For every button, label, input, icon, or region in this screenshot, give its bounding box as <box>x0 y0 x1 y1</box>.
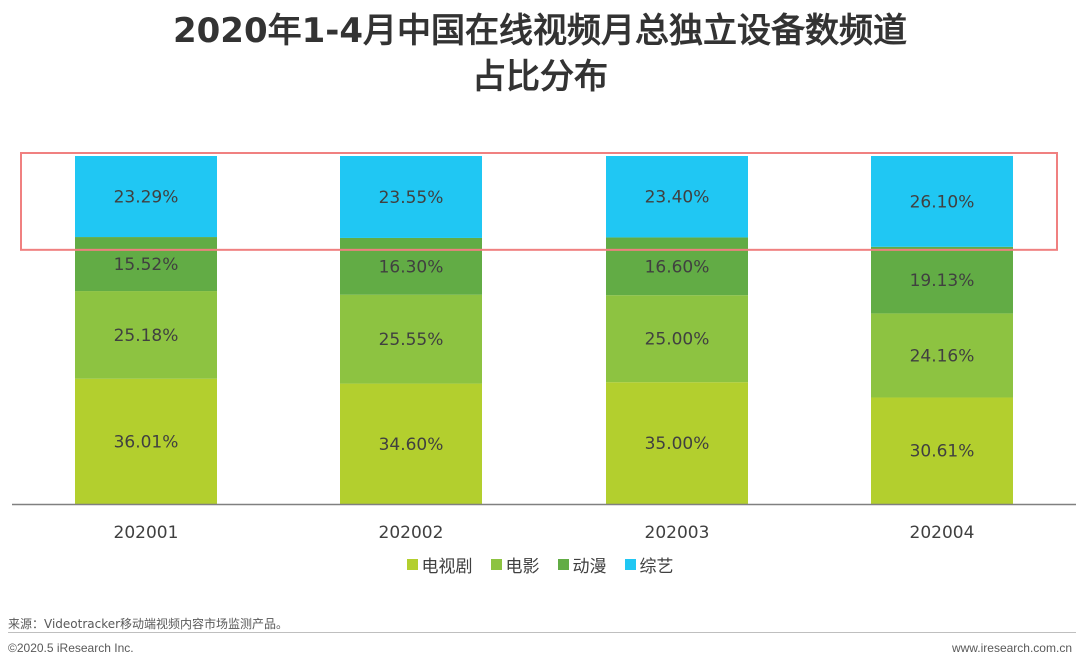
legend-swatch <box>406 559 418 570</box>
bar-segment <box>871 246 1013 314</box>
bar-segment <box>606 382 748 504</box>
legend-label: 电影 <box>505 557 540 577</box>
legend-swatch <box>624 559 636 570</box>
data-label: 23.55% <box>379 188 444 208</box>
bar-segment <box>75 156 217 238</box>
chart-title: 2020年1-4月中国在线视频月总独立设备数频道 占比分布 <box>0 8 1080 100</box>
source-note: 来源：Videotracker移动端视频内容市场监测产品。 <box>8 617 289 631</box>
legend-swatch <box>490 559 502 570</box>
bar-segment <box>340 294 482 384</box>
x-tick-label: 202004 <box>910 523 975 543</box>
data-label: 23.29% <box>114 188 179 208</box>
data-label: 34.60% <box>379 435 444 455</box>
footer-divider <box>8 632 1076 633</box>
bar-segment <box>340 237 482 295</box>
data-label: 15.52% <box>114 255 179 275</box>
bar-segment <box>871 156 1013 247</box>
bar-segment <box>606 237 748 296</box>
chart-title-line-1: 2020年1-4月中国在线视频月总独立设备数频道 <box>172 11 908 51</box>
legend-label: 综艺 <box>639 557 674 577</box>
legend-item-tv-series: 电视剧 <box>406 552 473 577</box>
website-link[interactable]: www.iresearch.com.cn <box>951 641 1072 655</box>
bar-segment <box>606 295 748 383</box>
bar-segment <box>871 313 1013 398</box>
legend-item-anime: 动漫 <box>557 552 607 577</box>
bar-segment <box>606 156 748 238</box>
legend-item-variety: 综艺 <box>624 552 674 577</box>
legend-label: 电视剧 <box>421 557 473 577</box>
bar-segment <box>75 237 217 292</box>
bar-segment <box>75 378 217 504</box>
copyright-text: ©2020.5 iResearch Inc. <box>8 641 134 655</box>
x-tick-label: 202002 <box>379 523 444 543</box>
highlight-box <box>20 152 1058 251</box>
chart-legend: 电视剧 电影 动漫 综艺 <box>0 552 1080 577</box>
bar-segment <box>75 291 217 379</box>
bar-segment <box>340 383 482 504</box>
chart-title-line-2: 占比分布 <box>472 57 608 97</box>
legend-item-movie: 电影 <box>490 552 540 577</box>
x-tick-label: 202001 <box>114 523 179 543</box>
x-tick-label: 202003 <box>645 523 710 543</box>
legend-label: 动漫 <box>572 557 607 577</box>
data-label: 36.01% <box>114 432 179 452</box>
data-label: 25.55% <box>379 330 444 350</box>
data-label: 24.16% <box>910 346 975 366</box>
data-label: 35.00% <box>645 434 710 454</box>
data-label: 26.10% <box>910 192 975 212</box>
data-label: 25.00% <box>645 330 710 350</box>
stacked-bar-chart: 36.01% 25.18% 15.52% 23.29% 202001 34.60% 25.5… <box>12 152 1076 543</box>
data-label: 23.40% <box>645 188 710 208</box>
legend-swatch <box>557 559 569 570</box>
data-label: 25.18% <box>114 326 179 346</box>
data-label: 16.30% <box>379 257 444 277</box>
bar-segment <box>871 397 1013 504</box>
data-label: 16.60% <box>645 257 710 277</box>
data-label: 30.61% <box>910 442 975 462</box>
data-label: 19.13% <box>910 271 975 291</box>
bar-segment <box>340 156 482 238</box>
